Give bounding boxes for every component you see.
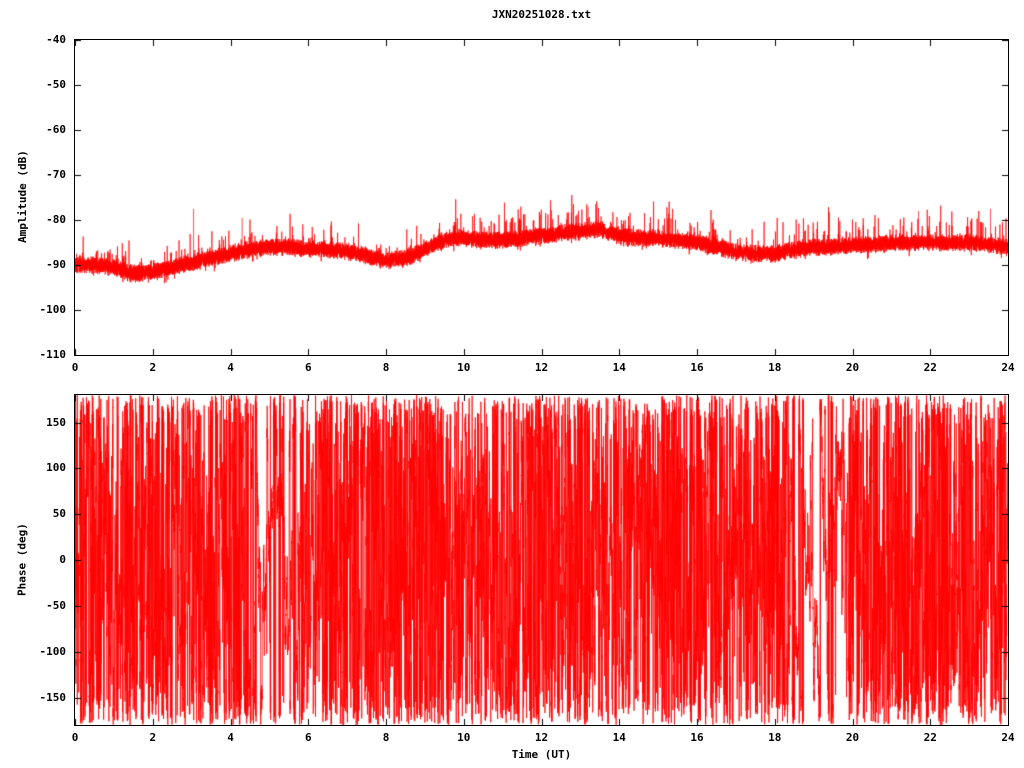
amp-x-tick-label: 16 <box>690 361 704 374</box>
phase-y-tick-label: 100 <box>46 461 66 475</box>
phase-y-tick-label: 150 <box>46 415 66 429</box>
phase-x-tick-label: 2 <box>149 731 157 744</box>
amp-y-tick-label: -50 <box>46 78 66 91</box>
amp-x-tick-label: 24 <box>1001 361 1015 374</box>
phase-y-tick-label: 50 <box>52 507 66 521</box>
amp-y-tick-label: -80 <box>46 213 66 226</box>
amp-x-tick-label: 8 <box>382 361 390 374</box>
amp-x-tick-label: 4 <box>227 361 234 374</box>
amp-y-tick-label: -100 <box>39 303 67 316</box>
phase-y-tick-label: -50 <box>46 598 66 612</box>
amp-y-tick-label: -110 <box>39 348 67 361</box>
phase-series-canvas <box>75 395 1008 725</box>
phase-x-tick-label: 22 <box>923 731 937 744</box>
phase-x-tick-label: 6 <box>304 731 312 744</box>
phase-x-tick-label: 24 <box>1001 731 1015 744</box>
amp-x-tick-label: 22 <box>923 361 937 374</box>
phase-x-tick-label: 14 <box>612 731 626 744</box>
amp-x-tick-label: 18 <box>768 361 782 374</box>
phase-x-tick-label: 12 <box>534 731 549 744</box>
amplitude-plot-area <box>74 39 1009 356</box>
chart-title: JXN20251028.txt <box>491 8 592 21</box>
phase-x-tick-label: 0 <box>71 731 79 744</box>
amp-x-tick-label: 6 <box>304 361 312 374</box>
phase-y-tick-label: 0 <box>59 553 66 566</box>
amp-y-tick-label: -60 <box>46 123 66 136</box>
amp-x-tick-label: 14 <box>612 361 626 374</box>
amp-x-tick-label: 10 <box>457 361 471 374</box>
amp-y-tick-label: -90 <box>46 258 66 271</box>
phase-x-tick-label: 20 <box>845 731 860 744</box>
amp-x-tick-label: 12 <box>534 361 549 374</box>
amp-x-tick-label: 2 <box>149 361 157 374</box>
phase-x-tick-label: 4 <box>227 731 234 744</box>
x-axis-label: Time (UT) <box>511 748 572 761</box>
phase-x-tick-label: 10 <box>457 731 471 744</box>
phase-y-tick-label: -100 <box>39 644 67 658</box>
amp-y-tick-label: -70 <box>46 168 66 181</box>
phase-x-tick-label: 16 <box>690 731 704 744</box>
phase-y-tick-label: -150 <box>39 690 67 704</box>
amp-x-tick-label: 0 <box>71 361 79 374</box>
phase-plot-area <box>74 394 1009 726</box>
amplitude-series-canvas <box>75 40 1008 355</box>
phase-x-tick-label: 8 <box>382 731 390 744</box>
amp-y-tick-label: -40 <box>46 33 66 46</box>
amp-x-tick-label: 20 <box>845 361 860 374</box>
phase-x-tick-label: 18 <box>768 731 782 744</box>
